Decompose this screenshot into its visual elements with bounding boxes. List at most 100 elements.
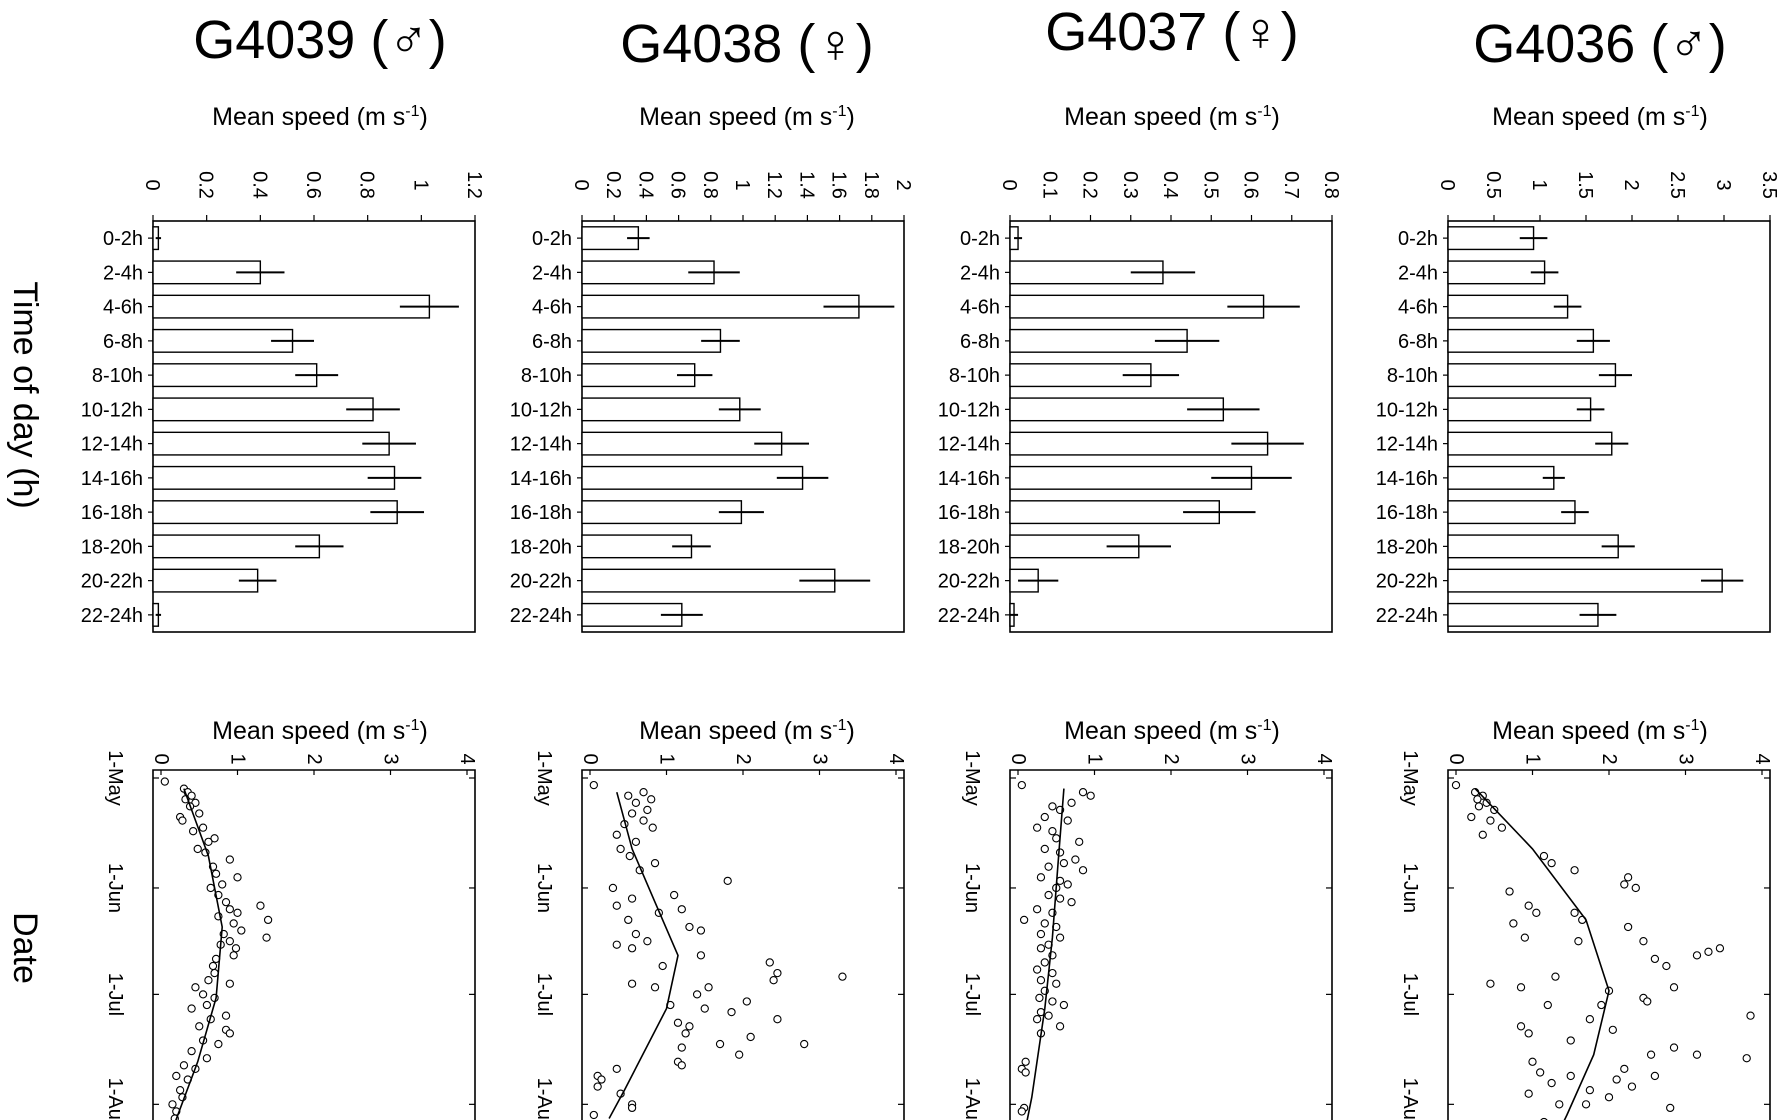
data-point <box>1666 1103 1675 1113</box>
data-point <box>1597 1000 1606 1010</box>
data-point <box>225 855 234 864</box>
data-point <box>627 944 637 953</box>
x-tick-label: 4 <box>1751 753 1773 764</box>
bar <box>1447 260 1546 285</box>
x-tick-label: 0.8 <box>356 171 378 199</box>
data-point <box>1539 851 1549 861</box>
data-point <box>677 905 686 914</box>
date-tick-label: 1-Jul <box>961 973 983 1016</box>
data-point <box>1482 798 1491 807</box>
data-point <box>723 876 732 886</box>
row-label-date: Date <box>6 912 44 984</box>
bar <box>1009 294 1265 319</box>
data-point <box>225 937 234 946</box>
data-point <box>1036 929 1046 939</box>
x-tick-label: 0 <box>579 753 601 764</box>
bar <box>1447 500 1576 525</box>
x-axis-title: Mean speed (m s-1) <box>639 717 855 745</box>
data-point <box>1505 887 1514 896</box>
category-label: 22-24h <box>81 605 143 627</box>
x-tick-label: 3 <box>380 753 402 764</box>
data-point <box>211 869 221 878</box>
category-label: 4-6h <box>960 297 1000 319</box>
data-point <box>210 968 219 978</box>
category-label: 20-22h <box>938 571 1000 593</box>
data-point <box>1532 908 1541 917</box>
data-point <box>1524 1029 1533 1038</box>
trend-line <box>1474 788 1610 1120</box>
x-tick-label: 0.6 <box>667 171 689 199</box>
data-point <box>193 844 202 854</box>
data-point <box>1040 919 1049 928</box>
x-tick-label: 0.4 <box>248 171 270 199</box>
data-point <box>1585 1015 1595 1024</box>
x-tick-label: 1.2 <box>463 171 485 199</box>
x-tick-label: 1 <box>656 753 678 764</box>
panel-title: G4039 (♂) <box>193 10 447 70</box>
data-point <box>233 873 242 882</box>
category-label: 20-22h <box>81 571 143 593</box>
category-label: 10-12h <box>938 399 1000 421</box>
x-tick-label: 0.2 <box>602 171 624 199</box>
data-point <box>1032 905 1042 914</box>
x-tick-label: 3.5 <box>1758 171 1780 199</box>
category-label: 2-4h <box>960 262 1000 284</box>
x-tick-label: 1 <box>1522 753 1544 764</box>
data-point <box>221 1011 231 1020</box>
data-point <box>1639 937 1648 946</box>
data-point <box>168 1100 177 1109</box>
data-point <box>1021 1068 1030 1077</box>
category-label: 10-12h <box>1376 399 1438 421</box>
data-point <box>1078 788 1088 797</box>
data-point <box>639 788 648 797</box>
data-point <box>187 791 196 800</box>
data-point <box>1669 1043 1679 1052</box>
data-point <box>1059 858 1069 868</box>
x-tick-label: 0.6 <box>302 171 324 199</box>
scatter-panel-G4036-date: Mean speed (m s-1) 0 1 2 3 4 1-May 1-Jun 1-Jul 1-… <box>1399 717 1773 1120</box>
data-point <box>1059 1000 1069 1010</box>
data-point <box>643 805 652 815</box>
x-axis-title: Mean speed (m s-1) <box>1064 103 1280 131</box>
data-point <box>1608 1025 1617 1034</box>
panel-title: G4036 (♂) <box>1473 14 1727 74</box>
data-point <box>1486 816 1495 825</box>
data-point <box>639 816 648 825</box>
trend-line <box>608 791 679 1119</box>
data-point <box>1631 883 1640 893</box>
category-label: 22-24h <box>1376 605 1438 627</box>
data-point <box>1451 780 1461 790</box>
data-point <box>1742 1054 1751 1063</box>
category-label: 4-6h <box>103 297 143 319</box>
bar <box>1447 465 1555 490</box>
chart-panels: G4039 (♂) Mean speed (m s-1) 0 0.2 0.4 0.6 0.8… <box>81 2 1780 1120</box>
data-point <box>1017 1107 1026 1116</box>
data-point <box>648 823 657 832</box>
bar <box>581 328 722 353</box>
data-point <box>1086 791 1095 800</box>
data-point <box>1585 1086 1595 1095</box>
data-point <box>1040 844 1049 854</box>
bar <box>152 431 390 456</box>
x-axis-title: Mean speed (m s-1) <box>1492 717 1708 745</box>
x-tick-label: 1.8 <box>860 171 882 199</box>
data-point <box>202 1000 212 1010</box>
data-point <box>1032 965 1042 974</box>
x-tick-label: 2.5 <box>1666 171 1688 199</box>
bar <box>1447 568 1723 593</box>
category-label: 12-14h <box>510 434 572 456</box>
data-point <box>1486 979 1495 988</box>
category-label: 0-2h <box>103 228 143 250</box>
data-point <box>1627 1082 1637 1091</box>
bar <box>1447 602 1599 627</box>
data-point <box>1044 862 1053 871</box>
category-label: 2-4h <box>532 262 572 284</box>
bar <box>152 500 398 525</box>
data-point <box>1662 961 1671 971</box>
x-tick-label: 1.4 <box>795 171 817 199</box>
data-point <box>612 830 621 839</box>
x-tick-label: 2 <box>732 753 754 764</box>
data-point <box>1067 798 1076 807</box>
data-point <box>1704 947 1713 956</box>
